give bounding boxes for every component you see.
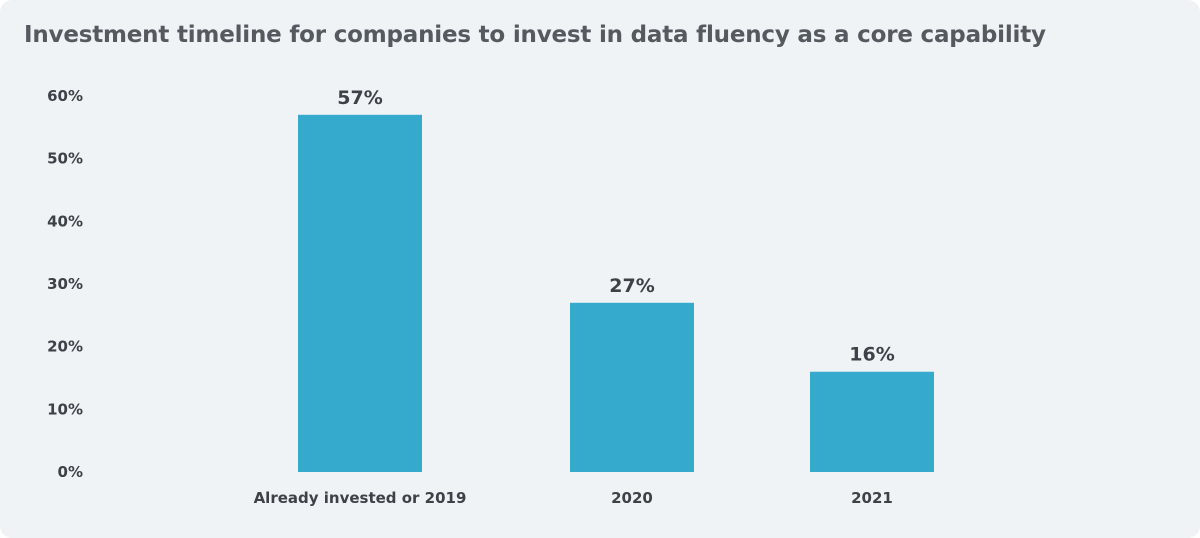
y-tick-label: 60%	[47, 87, 83, 105]
x-tick-label: 2021	[851, 489, 893, 507]
data-label: 16%	[849, 344, 894, 366]
x-axis: Already invested or 2019 2020 2021	[254, 489, 893, 507]
bar	[298, 114, 422, 473]
bars	[298, 114, 934, 473]
x-tick-label: Already invested or 2019	[254, 489, 467, 507]
y-tick-label: 50%	[47, 150, 83, 168]
y-axis: 0% 10% 20% 30% 40% 50% 60%	[47, 87, 83, 481]
data-label: 27%	[609, 275, 654, 297]
y-tick-label: 0%	[58, 463, 83, 481]
y-tick-label: 20%	[47, 338, 83, 356]
x-tick-label: 2020	[611, 489, 653, 507]
chart-title: Investment timeline for companies to inv…	[24, 22, 1046, 48]
y-tick-label: 30%	[47, 275, 83, 293]
bar	[810, 371, 934, 472]
data-label: 57%	[337, 87, 382, 109]
value-labels: 57% 27% 16%	[337, 87, 894, 366]
bar	[570, 302, 694, 472]
y-tick-label: 10%	[47, 400, 83, 418]
y-tick-label: 40%	[47, 212, 83, 230]
